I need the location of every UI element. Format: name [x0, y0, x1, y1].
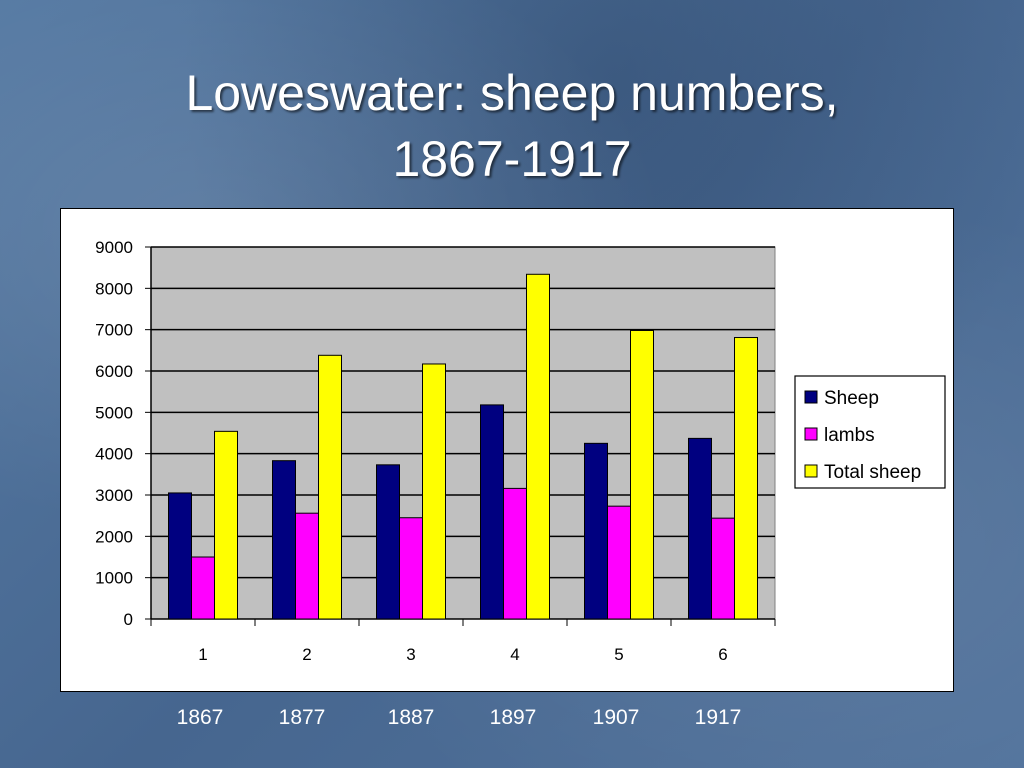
legend-label: lambs	[824, 425, 875, 446]
y-tick-label: 0	[124, 610, 133, 629]
year-label: 1917	[694, 706, 742, 729]
year-label: 1887	[387, 706, 435, 729]
x-tick-label: 5	[614, 645, 623, 664]
x-tick-label: 4	[510, 645, 519, 664]
x-tick-label: 1	[198, 645, 207, 664]
slide-title: Loweswater: sheep numbers, 1867-1917	[100, 60, 924, 192]
bar-sheep	[688, 437, 712, 620]
legend-box	[794, 375, 946, 489]
year-label: 1897	[489, 706, 537, 729]
legend-label: Sheep	[824, 388, 879, 409]
legend-swatch	[804, 464, 818, 478]
legend-label: Total sheep	[824, 462, 921, 483]
bar-chart: 0 1000 2000 3000 4000 5000 6000 7000 8000 9000 1 2 3…	[95, 238, 946, 664]
bar-sheep	[272, 460, 296, 620]
y-tick-label: 3000	[95, 486, 133, 505]
y-tick-label: 9000	[95, 238, 133, 257]
bar-total-sheep	[630, 329, 654, 620]
bar-lambs	[607, 505, 631, 620]
x-tick-label: 3	[406, 645, 415, 664]
y-tick-label: 6000	[95, 362, 133, 381]
year-labels-row: 1867 1877 1887 1897 1907 1917	[0, 706, 1024, 736]
x-tick-label: 2	[302, 645, 311, 664]
year-label: 1877	[278, 706, 326, 729]
bar-sheep	[480, 404, 504, 620]
y-tick-label: 1000	[95, 569, 133, 588]
bar-total-sheep	[318, 354, 342, 620]
bar-sheep	[376, 464, 400, 620]
bar-lambs	[503, 487, 527, 620]
y-tick-label: 5000	[95, 403, 133, 422]
legend-swatch	[804, 390, 818, 404]
bar-total-sheep	[422, 363, 446, 620]
year-label: 1907	[592, 706, 640, 729]
bar-sheep	[584, 442, 608, 620]
bar-lambs	[191, 556, 215, 620]
chart-frame: 0 1000 2000 3000 4000 5000 6000 7000 8000 9000 1 2 3…	[60, 208, 954, 692]
title-line-2: 1867-1917	[392, 131, 632, 187]
plot-area	[150, 246, 776, 620]
bar-total-sheep	[526, 273, 550, 620]
bar-sheep	[168, 492, 192, 620]
bar-lambs	[711, 517, 735, 620]
y-tick-label: 8000	[95, 279, 133, 298]
bar-total-sheep	[734, 337, 758, 620]
x-tick-label: 6	[718, 645, 727, 664]
bar-lambs	[399, 517, 423, 620]
title-line-1: Loweswater: sheep numbers,	[185, 65, 839, 121]
year-label: 1867	[176, 706, 224, 729]
y-tick-label: 2000	[95, 527, 133, 546]
bar-total-sheep	[214, 430, 238, 620]
y-tick-label: 4000	[95, 445, 133, 464]
y-tick-label: 7000	[95, 321, 133, 340]
legend-swatch	[804, 427, 818, 441]
bar-lambs	[295, 512, 319, 620]
